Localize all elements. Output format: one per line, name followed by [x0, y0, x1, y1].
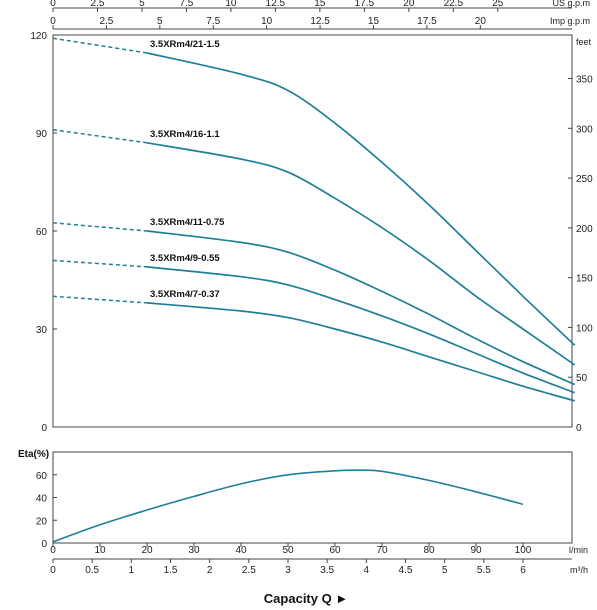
eta-plot-frame [52, 451, 573, 544]
m3h-tick-label: 4.5 [399, 565, 413, 576]
curve-label: 3.5XRm4/21-1.5 [150, 39, 220, 50]
curve-label: 3.5XRm4/7-0.37 [150, 289, 220, 300]
eta-axis-title: Eta(%) [18, 449, 49, 460]
imp-gpm-tick-label: 17.5 [417, 16, 437, 27]
lpm-tick-label: 80 [423, 545, 435, 556]
eta-curve [52, 469, 524, 543]
us-gpm-tick-label: 2.5 [91, 0, 105, 9]
m3h-tick-label: 4 [364, 565, 370, 576]
m3h-tick-label: 1 [129, 565, 135, 576]
head-ft-tick-label: 0 [576, 423, 582, 434]
imp-gpm-tick-label: 7.5 [206, 16, 220, 27]
imp-gpm-tick-label: 5 [157, 16, 163, 27]
head-m-tick-label: 120 [30, 31, 47, 42]
us-gpm-tick-label: 20 [403, 0, 415, 9]
head-curve-dashed [52, 295, 148, 304]
head-m-tick-label: 90 [36, 129, 48, 140]
us-gpm-tick-label: 17.5 [355, 0, 375, 9]
head-ft-tick-label: 150 [576, 274, 593, 285]
head-ft-tick-label: 350 [576, 75, 593, 86]
lpm-tick-label: 90 [470, 545, 482, 556]
m3h-tick-label: 0 [50, 565, 56, 576]
head-m-tick-label: 30 [36, 325, 48, 336]
imp-gpm-tick-label: 0 [50, 16, 56, 27]
m3h-tick-label: 5 [442, 565, 448, 576]
head-curve [146, 141, 576, 366]
lpm-tick-label: 70 [376, 545, 388, 556]
curve-label: 3.5XRm4/11-0.75 [150, 217, 225, 228]
head-curve-dashed [52, 259, 148, 268]
us-gpm-tick-label: 22.5 [444, 0, 464, 9]
head-curve [146, 266, 576, 394]
curve-label: 3.5XRm4/9-0.55 [150, 253, 220, 264]
imp-gpm-tick-label: 15 [368, 16, 380, 27]
head-curve [146, 52, 576, 346]
head-m-tick-label: 60 [36, 227, 48, 238]
head-ft-tick-label: 250 [576, 174, 593, 185]
imp-gpm-tick-label: 2.5 [99, 16, 113, 27]
head-m-tick-label: 0 [41, 423, 47, 434]
m3h-tick-label: 2.5 [242, 565, 256, 576]
capacity-axis-title: Capacity Q ► [264, 591, 348, 606]
us-gpm-tick-label: 12.5 [266, 0, 286, 9]
eta-tick-label: 60 [36, 471, 48, 482]
lpm-unit: l/min [569, 545, 588, 555]
head-curve [146, 230, 576, 386]
us-gpm-tick-label: 7.5 [179, 0, 193, 9]
m3h-tick-label: 5.5 [477, 565, 491, 576]
head-curve-dashed [52, 37, 148, 54]
imp-gpm-tick-label: 12.5 [310, 16, 330, 27]
us-gpm-tick-label: 25 [492, 0, 504, 9]
eta-tick-label: 20 [36, 516, 48, 527]
lpm-tick-label: 10 [94, 545, 106, 556]
us-gpm-tick-label: 0 [50, 0, 56, 9]
us-gpm-unit: US g.p.m [552, 0, 590, 8]
eta-tick-label: 40 [36, 494, 48, 505]
lpm-tick-label: 50 [282, 545, 294, 556]
us-gpm-tick-label: 10 [225, 0, 237, 9]
lpm-tick-label: 20 [141, 545, 153, 556]
m3h-tick-label: 2 [207, 565, 213, 576]
head-ft-tick-label: 300 [576, 124, 593, 135]
head-curve-dashed [52, 222, 148, 232]
curve-label: 3.5XRm4/16-1.1 [150, 129, 220, 140]
imp-gpm-tick-label: 10 [261, 16, 273, 27]
us-gpm-tick-label: 15 [314, 0, 326, 9]
us-gpm-tick-label: 5 [139, 0, 145, 9]
m3h-tick-label: 1.5 [164, 565, 178, 576]
lpm-tick-label: 60 [329, 545, 341, 556]
m3h-tick-label: 3.5 [320, 565, 334, 576]
head-ft-tick-label: 100 [576, 323, 593, 334]
head-ft-tick-label: 50 [576, 373, 588, 384]
head-curve [146, 302, 575, 402]
feet-unit-label: feet [576, 37, 592, 47]
m3h-tick-label: 6 [520, 565, 526, 576]
imp-gpm-tick-label: 20 [475, 16, 487, 27]
lpm-tick-label: 100 [515, 545, 532, 556]
m3h-tick-label: 0.5 [85, 565, 99, 576]
m3h-tick-label: 3 [285, 565, 291, 576]
head-ft-tick-label: 200 [576, 224, 593, 235]
lpm-tick-label: 40 [235, 545, 247, 556]
eta-tick-label: 0 [41, 539, 47, 550]
lpm-tick-label: 0 [50, 545, 56, 556]
imp-gpm-unit: Imp g.p.m [550, 16, 590, 26]
m3h-unit: m³/h [570, 565, 588, 575]
lpm-tick-label: 30 [188, 545, 200, 556]
head-curve-dashed [52, 128, 148, 144]
head-plot-frame [52, 34, 573, 428]
